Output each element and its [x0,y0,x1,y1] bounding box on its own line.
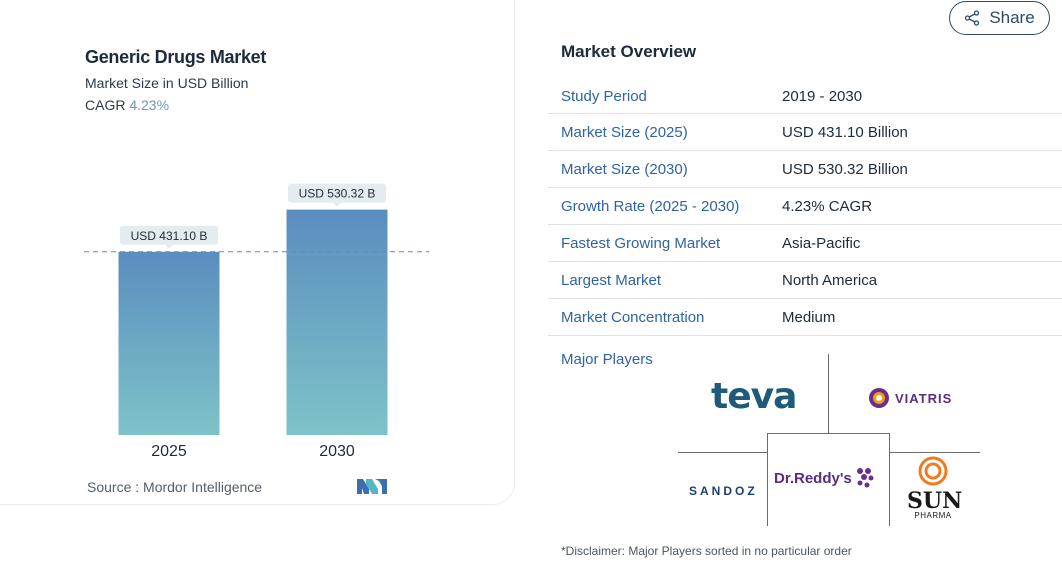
bar-2030 [286,209,388,435]
overview-value: North America [782,271,878,289]
chart-card [0,0,515,505]
chart-source: Source : Mordor Intelligence [87,479,262,495]
overview-key[interactable]: Market Concentration [561,308,705,326]
bar-chart: USD 431.10 B 2025 USD 530.32 B 2030 [84,183,429,460]
data-label-pointer [333,202,341,207]
source-value: Mordor Intelligence [143,479,263,495]
overview-key[interactable]: Market Size (2030) [561,160,688,178]
viatris-mark-icon [869,388,889,408]
cagr-label: CAGR [85,97,126,113]
overview-row: Market Size (2030) USD 530.32 Billion [548,151,1062,188]
disclaimer-text: *Disclaimer: Major Players sorted in no … [561,544,852,558]
data-label-pointer [165,244,173,249]
overview-row: Study Period 2019 - 2030 [548,79,1062,114]
overview-row: Fastest Growing Market Asia-Pacific [548,225,1062,262]
sun-pharma-mark-icon [918,456,948,486]
x-tick-label: 2025 [151,443,187,460]
share-label: Share [989,8,1035,27]
sandoz-logo: SANDOZ [689,484,758,498]
grid-divider [889,433,890,526]
overview-row: Market Concentration Medium [548,299,1062,336]
featured-cell [768,434,889,526]
mordor-logo-icon [357,479,387,494]
data-label-bg [288,183,386,203]
overview-key[interactable]: Fastest Growing Market [561,234,721,252]
overview-value: Medium [782,308,836,326]
dr-reddys-mark-icon [856,468,874,488]
overview-value: 4.23% CAGR [782,197,873,215]
overview-key[interactable]: Market Size (2025) [561,123,688,141]
grid-divider [828,354,829,434]
overview-value: Asia-Pacific [782,234,861,252]
dr-reddys-logo: Dr.Reddy's [774,466,874,490]
overview-key[interactable]: Growth Rate (2025 - 2030) [561,197,740,215]
grid-divider [767,433,768,526]
data-label-text: USD 530.32 B [299,187,376,201]
overview-row: Largest Market North America [548,262,1062,299]
grid-divider [767,433,889,434]
overview-value: 2019 - 2030 [782,87,863,105]
data-label-text: USD 431.10 B [131,229,208,243]
bar-2025 [118,251,220,435]
data-label-2025: USD 431.10 B [120,225,218,249]
overview-table: Study Period 2019 - 2030 Market Size (20… [548,79,1062,336]
source-label: Source : [87,479,140,495]
chart-cagr: CAGR 4.23% [85,97,169,113]
sun-pharma-logo: SUN PHARMA [907,456,962,520]
overview-title: Market Overview [561,42,697,61]
viatris-logo: VIATRIS [868,387,952,409]
chart-subtitle: Market Size in USD Billion [85,75,249,91]
overview-row: Market Size (2025) USD 431.10 Billion [548,114,1062,151]
chart-title: Generic Drugs Market [85,47,267,67]
x-tick-label: 2030 [319,443,355,460]
major-players-grid: teva VIATRIS SANDOZ Dr.Reddy's [678,354,980,526]
overview-value: USD 530.32 Billion [782,160,908,178]
share-icon [965,10,980,26]
cagr-value: 4.23% [129,97,170,113]
overview-key[interactable]: Study Period [561,87,647,105]
major-players-label[interactable]: Major Players [561,351,653,368]
share-button[interactable]: Share [949,1,1050,35]
overview-key[interactable]: Largest Market [561,271,662,289]
data-label-2030: USD 530.32 B [288,183,386,207]
data-label-bg [120,225,218,245]
overview-value: USD 431.10 Billion [782,123,908,141]
teva-logo: teva [711,376,797,417]
overview-row: Growth Rate (2025 - 2030) 4.23% CAGR [548,188,1062,225]
